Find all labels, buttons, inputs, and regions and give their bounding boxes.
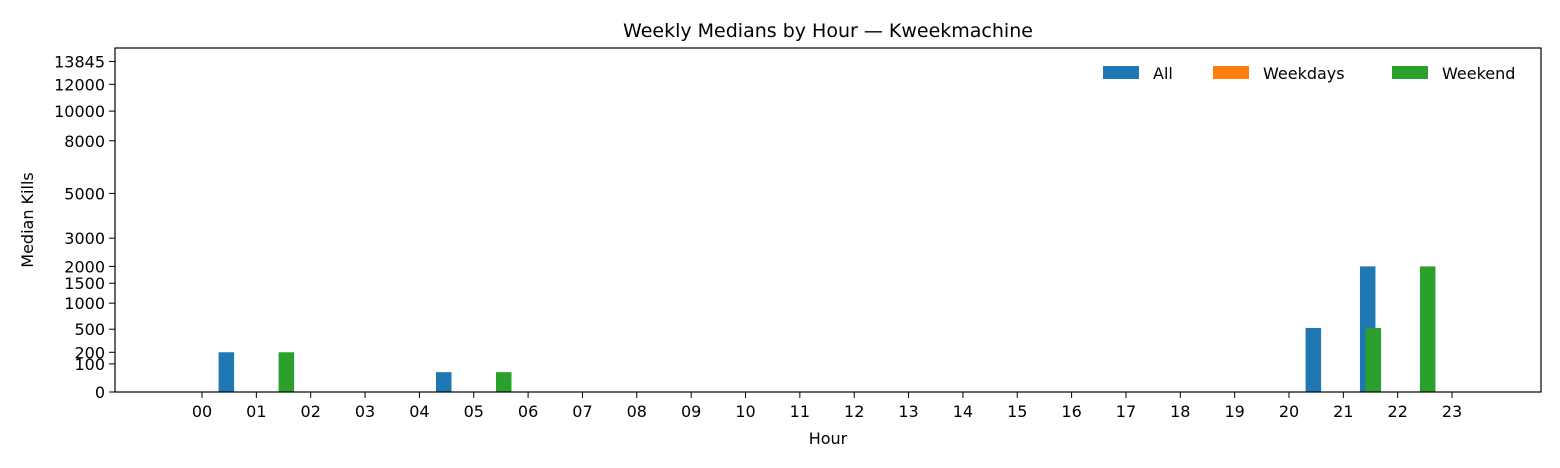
bar-weekend-05 xyxy=(496,372,512,392)
x-tick-label: 08 xyxy=(627,402,647,421)
y-tick-label: 10000 xyxy=(54,102,105,121)
y-tick-label: 100 xyxy=(74,355,105,374)
x-tick-label: 06 xyxy=(518,402,538,421)
y-tick-label: 1500 xyxy=(64,274,105,293)
legend-swatch-weekend xyxy=(1392,66,1428,79)
chart-title: Weekly Medians by Hour — Kweekmachine xyxy=(623,20,1033,42)
x-tick-label: 04 xyxy=(409,402,429,421)
x-tick-label: 17 xyxy=(1116,402,1136,421)
legend-label-weekend: Weekend xyxy=(1442,64,1515,83)
x-tick-label: 18 xyxy=(1170,402,1190,421)
x-tick-label: 10 xyxy=(735,402,755,421)
y-tick-label: 13845 xyxy=(54,53,105,72)
bar-weekend-01 xyxy=(278,352,295,392)
x-tick-label: 23 xyxy=(1442,402,1462,421)
x-tick-label: 01 xyxy=(246,402,266,421)
y-tick-label: 500 xyxy=(74,320,105,339)
y-tick-label: 5000 xyxy=(64,184,105,203)
y-tick-label: 2000 xyxy=(64,257,105,276)
y-axis-label: Median Kills xyxy=(18,172,37,267)
y-tick-label: 8000 xyxy=(64,132,105,151)
x-tick-label: 05 xyxy=(464,402,484,421)
legend-label-weekdays: Weekdays xyxy=(1263,64,1345,83)
legend: All Weekdays Weekend xyxy=(1103,64,1515,83)
x-tick-label: 03 xyxy=(355,402,375,421)
y-tick-label: 3000 xyxy=(64,229,105,248)
bar-weekend-21 xyxy=(1365,327,1382,392)
x-tick-label: 20 xyxy=(1279,402,1299,421)
bar-all-05 xyxy=(436,372,452,392)
y-tick-label: 200 xyxy=(74,343,105,362)
x-tick-label: 13 xyxy=(898,402,918,421)
x-axis-label: Hour xyxy=(809,429,848,448)
y-tick-label: 1000 xyxy=(64,294,105,313)
x-tick-label: 22 xyxy=(1388,402,1408,421)
x-tick-label: 15 xyxy=(1007,402,1027,421)
bar-weekend-22 xyxy=(1419,266,1436,392)
bar-all-01 xyxy=(218,352,235,392)
legend-label-all: All xyxy=(1153,64,1173,83)
x-tick-label: 19 xyxy=(1224,402,1244,421)
bar-all-21 xyxy=(1305,327,1322,392)
legend-swatch-all xyxy=(1103,66,1139,79)
x-tick-label: 00 xyxy=(192,402,212,421)
x-tick-label: 07 xyxy=(572,402,592,421)
x-tick-label: 09 xyxy=(681,402,701,421)
x-tick-label: 21 xyxy=(1333,402,1353,421)
y-tick-label: 0 xyxy=(95,383,105,402)
x-tick-label: 16 xyxy=(1061,402,1081,421)
plot-frame xyxy=(114,47,1542,393)
x-tick-label: 11 xyxy=(790,402,810,421)
x-tick-label: 12 xyxy=(844,402,864,421)
x-axis: 00 01 02 03 04 05 06 07 08 09 10 11 12 13 14 15 16 17 18 19… xyxy=(192,392,1462,421)
legend-swatch-weekdays xyxy=(1213,66,1249,79)
x-tick-label: 02 xyxy=(301,402,321,421)
x-tick-label: 14 xyxy=(953,402,973,421)
y-tick-label: 12000 xyxy=(54,75,105,94)
bars-group xyxy=(218,266,1436,392)
